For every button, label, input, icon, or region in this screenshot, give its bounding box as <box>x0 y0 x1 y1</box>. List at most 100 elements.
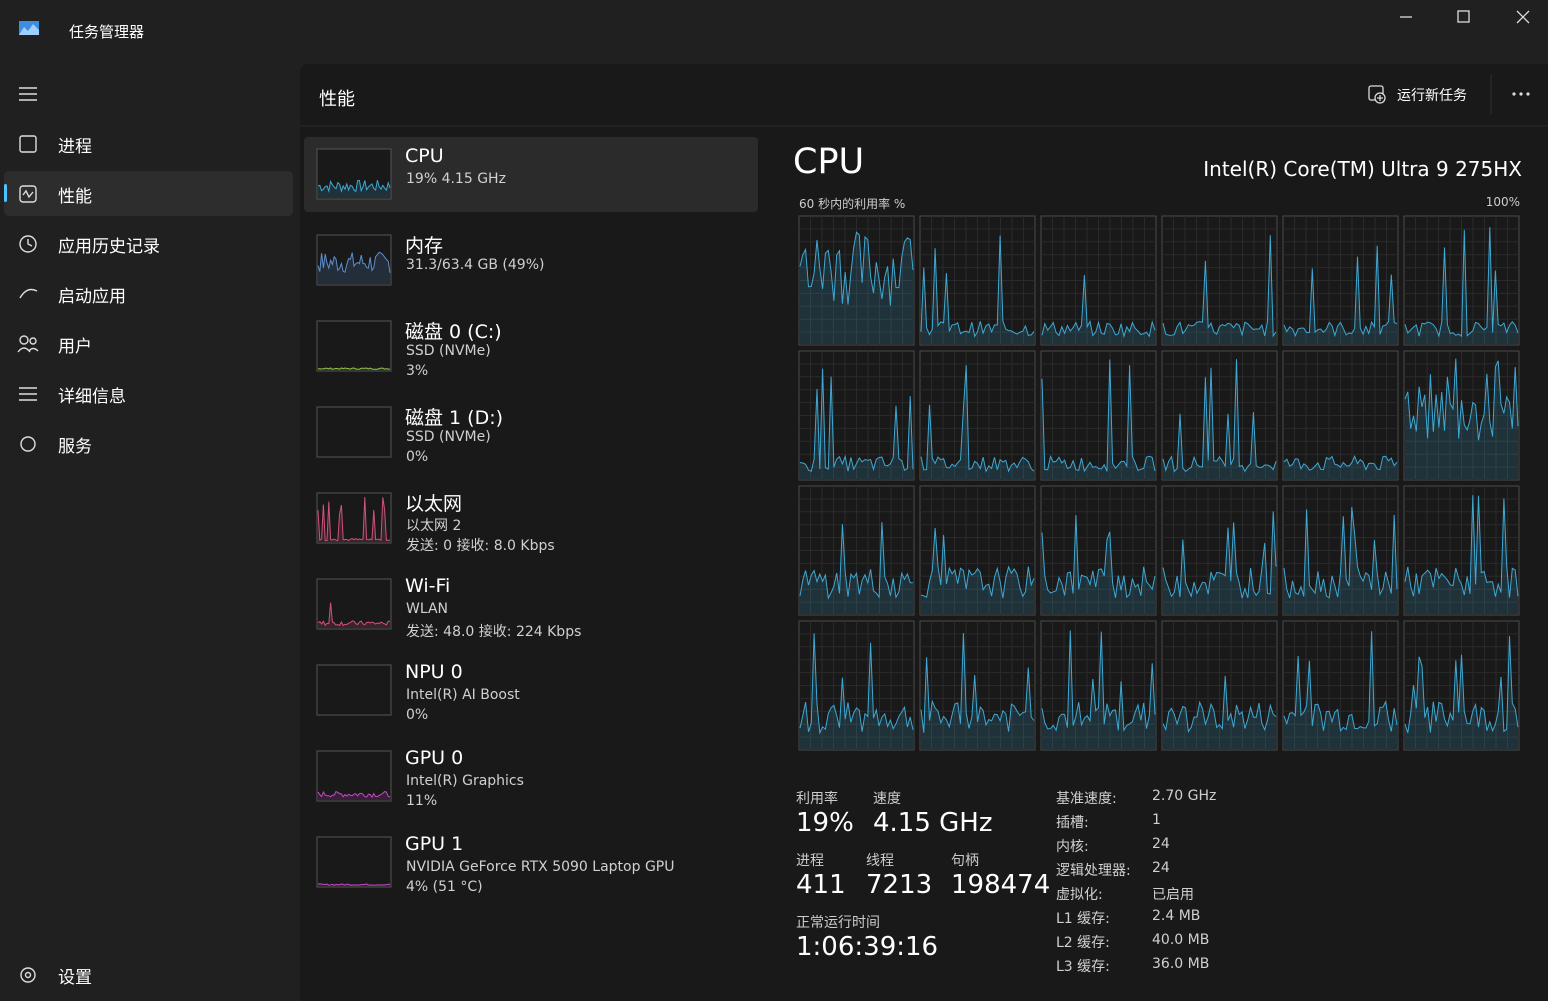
graph-line <box>799 368 914 472</box>
nav-item[interactable]: 详细信息 <box>58 387 126 407</box>
run-new-task[interactable]: 运行新任务 <box>1397 88 1467 104</box>
graph-line <box>317 883 391 886</box>
device-name[interactable]: 内存 <box>405 235 444 257</box>
graph-line <box>1041 630 1156 732</box>
graph-area <box>800 368 913 479</box>
graph-max: 100% <box>1485 195 1520 209</box>
graph-line <box>1162 675 1277 733</box>
spec-label: L2 缓存: <box>1056 935 1110 951</box>
spec-value: 36.0 MB <box>1152 956 1210 972</box>
graph-line <box>1041 515 1156 599</box>
device-thumbnail <box>316 406 392 458</box>
graph-line <box>799 231 914 306</box>
stat-label: 利用率 <box>796 791 838 807</box>
graph-line <box>1162 235 1277 338</box>
graph-area <box>921 365 1034 479</box>
device-info: NVIDIA GeForce RTX 5090 Laptop GPU <box>406 859 675 875</box>
spec-value: 24 <box>1152 860 1170 876</box>
device-name[interactable]: 磁盘 0 (C:) <box>405 321 502 343</box>
spec-label: L1 缓存: <box>1056 911 1110 927</box>
spec-value: 1 <box>1152 812 1161 828</box>
graph-line <box>317 179 391 194</box>
device-info: 发送: 48.0 接收: 224 Kbps <box>406 624 582 640</box>
graph-area <box>1405 227 1518 344</box>
device-info: 以太网 2 <box>406 518 462 534</box>
graph-line <box>1283 245 1398 338</box>
graph-area <box>1163 511 1276 614</box>
graph-label: 60 秒内的利用率 % <box>799 197 906 211</box>
device-name[interactable]: NPU 0 <box>405 661 463 683</box>
nav-selected <box>4 171 293 216</box>
spec-label: 基准速度: <box>1056 791 1117 807</box>
device-info: WLAN <box>406 601 449 617</box>
device-thumbnail <box>316 750 392 802</box>
device-name[interactable]: GPU 1 <box>405 833 464 855</box>
device-info: 发送: 0 接收: 8.0 Kbps <box>406 538 555 554</box>
device-thumbnail <box>316 320 392 372</box>
nav-item[interactable]: 进程 <box>58 137 92 157</box>
nav-item[interactable]: 启动应用 <box>58 287 126 307</box>
graph-line <box>1404 495 1519 598</box>
nav-item[interactable]: 服务 <box>58 437 92 457</box>
window-controls[interactable] <box>1400 10 1530 24</box>
graph-area <box>1284 507 1397 614</box>
stat-value: 411 <box>796 870 846 900</box>
spec-label: L3 缓存: <box>1056 959 1110 975</box>
device-info: 0% <box>406 707 429 723</box>
graph-area <box>1405 495 1518 614</box>
device-info: SSD (NVMe) <box>406 429 491 445</box>
graph-line <box>920 632 1035 733</box>
stat-label: 线程 <box>866 853 894 869</box>
device-info: 0% <box>406 449 429 465</box>
graph-area <box>921 235 1034 344</box>
device-thumbnail <box>316 836 392 888</box>
graph-line <box>317 251 391 273</box>
device-name[interactable]: GPU 0 <box>405 747 464 769</box>
graph-area <box>921 633 1034 749</box>
device-name[interactable]: 磁盘 1 (D:) <box>405 407 504 429</box>
spec-label: 虚拟化: <box>1056 887 1103 903</box>
device-info: Intel(R) AI Boost <box>406 687 520 703</box>
graph-line <box>1283 631 1398 733</box>
graph-line <box>920 365 1035 473</box>
cpu-model: Intel(R) Core(TM) Ultra 9 275HX <box>1203 157 1522 181</box>
nav-icons <box>17 135 39 983</box>
graph-line <box>920 527 1035 599</box>
graph-line <box>317 602 390 627</box>
stat-value: 198474 <box>951 870 1051 900</box>
graph-area <box>1405 636 1518 749</box>
device-selected <box>304 137 758 212</box>
graph-line <box>920 235 1035 338</box>
menu-button[interactable] <box>19 87 37 101</box>
nav-item[interactable]: 用户 <box>58 337 92 357</box>
device-info: 11% <box>406 793 438 809</box>
graph-area <box>1042 359 1155 479</box>
device-thumbnail <box>316 664 392 716</box>
more-button[interactable] <box>1512 92 1530 96</box>
graph-area <box>800 522 913 614</box>
nav-item[interactable]: 性能 <box>58 187 92 207</box>
spec-label: 插槽: <box>1056 815 1089 831</box>
graph-area <box>1284 631 1397 749</box>
device-name[interactable]: 以太网 <box>405 493 463 515</box>
device-thumbnail <box>316 234 392 286</box>
device-name[interactable]: Wi-Fi <box>405 575 451 597</box>
run-task-icon[interactable] <box>1368 85 1386 104</box>
graph-line <box>1404 226 1519 338</box>
page-title: 性能 <box>319 89 355 110</box>
graph-line <box>317 496 391 542</box>
stat-value: 1:06:39:16 <box>796 932 939 962</box>
stat-value: 19% <box>796 808 854 838</box>
device-name[interactable]: CPU <box>405 145 444 167</box>
device-info: 4% (51 °C) <box>406 879 483 895</box>
device-info: 31.3/63.4 GB (49%) <box>406 257 545 273</box>
detail-title: CPU <box>793 142 865 182</box>
stat-value: 4.15 GHz <box>873 808 993 838</box>
spec-value: 已启用 <box>1152 887 1194 903</box>
nav-item[interactable]: 应用历史记录 <box>58 237 160 257</box>
nav-settings[interactable]: 设置 <box>58 968 92 988</box>
stat-label: 正常运行时间 <box>796 915 880 931</box>
spec-value: 24 <box>1152 836 1170 852</box>
